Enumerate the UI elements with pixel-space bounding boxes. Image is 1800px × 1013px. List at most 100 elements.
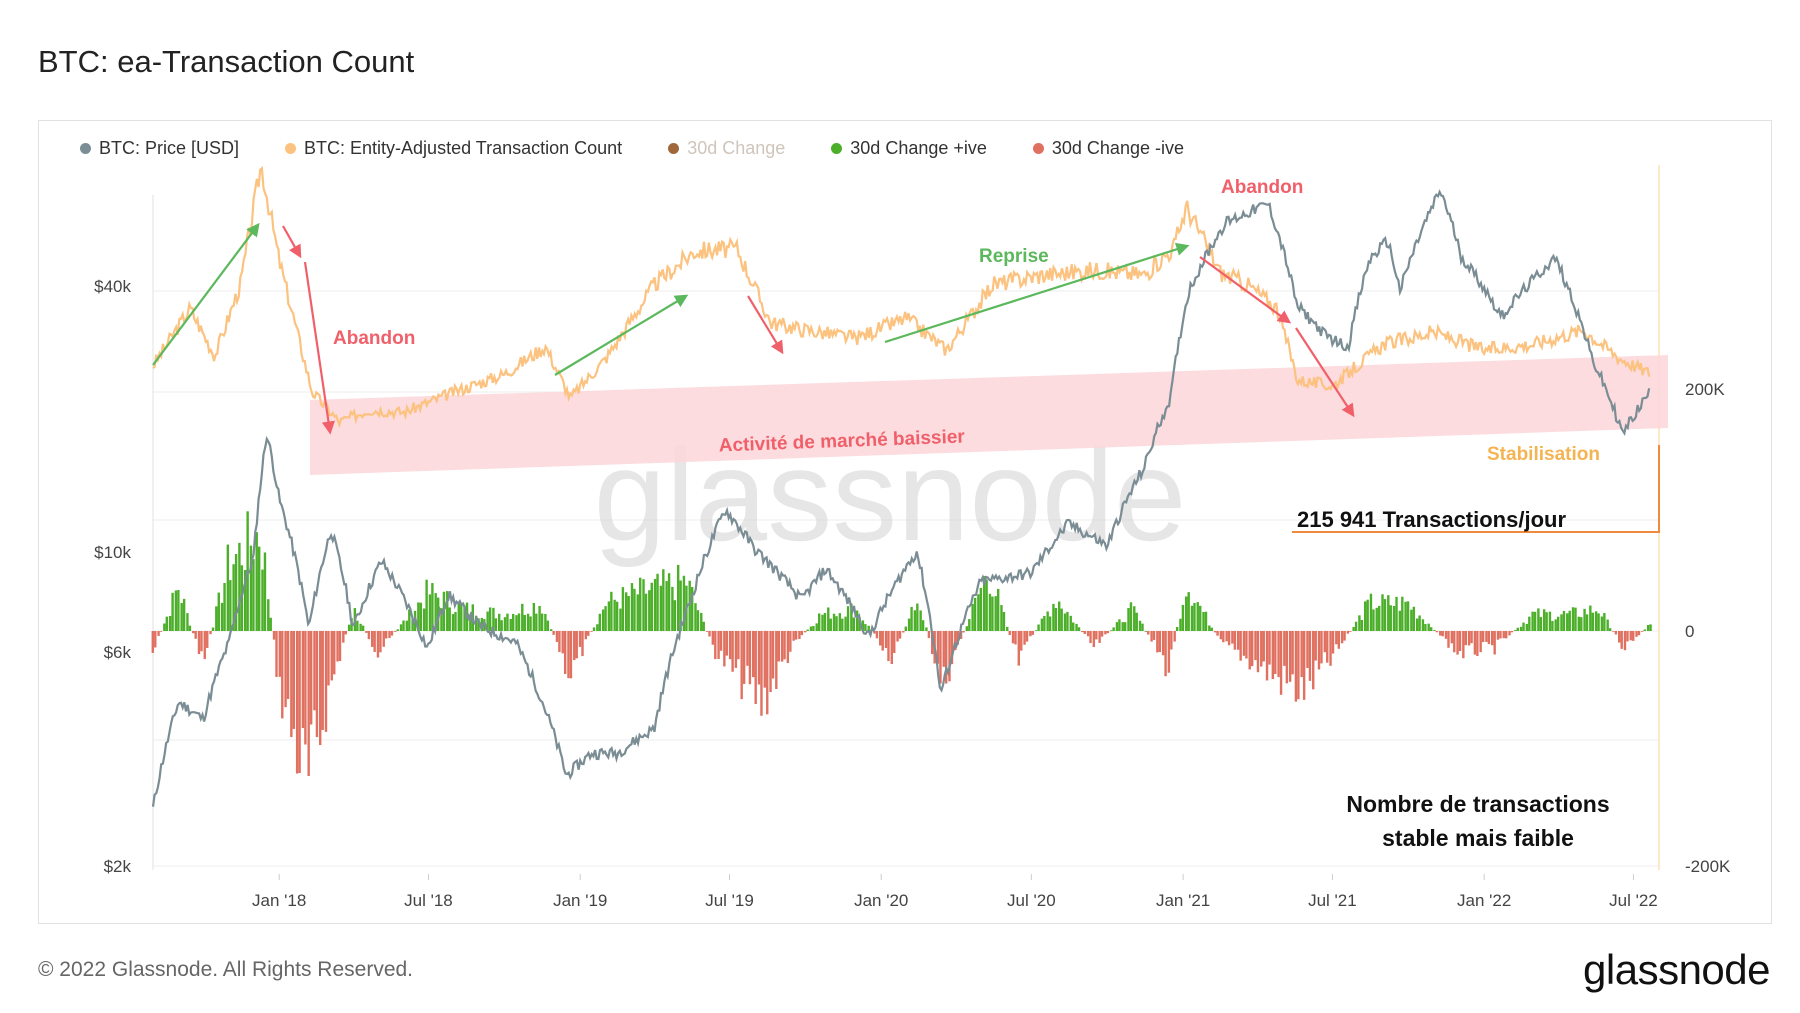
change-bar <box>220 602 224 631</box>
change-bar <box>1104 631 1107 635</box>
legend-item-tx-count[interactable]: BTC: Entity-Adjusted Transaction Count <box>285 138 622 159</box>
change-bar <box>390 631 394 636</box>
x-tick-label: Jul '20 <box>1007 891 1056 910</box>
annotation-stabilisation: Stabilisation <box>1487 444 1600 465</box>
change-bar <box>267 599 270 631</box>
change-bar <box>1181 604 1185 631</box>
change-bar <box>979 587 983 631</box>
change-bar <box>954 631 957 651</box>
change-bar <box>962 631 965 633</box>
change-bar <box>1554 619 1557 631</box>
change-bar <box>592 627 596 631</box>
change-bar <box>1637 631 1641 636</box>
change-bar <box>714 631 717 660</box>
change-bar <box>827 607 830 631</box>
change-bar <box>598 613 602 631</box>
legend-item-30d-change-positive[interactable]: 30d Change +ive <box>831 138 987 159</box>
change-bar <box>904 626 907 631</box>
change-bar <box>604 606 607 631</box>
change-bar <box>948 631 951 682</box>
change-bar <box>890 631 893 665</box>
change-bar <box>1173 631 1176 642</box>
change-bar <box>760 631 763 716</box>
change-bar <box>977 594 980 631</box>
change-bar <box>1406 601 1410 631</box>
change-bar <box>1060 608 1063 631</box>
change-bar <box>809 626 813 631</box>
change-bar <box>263 552 267 631</box>
change-bar <box>1109 630 1113 632</box>
change-bar <box>719 631 723 651</box>
change-bar <box>517 613 521 631</box>
change-bar <box>255 532 258 631</box>
change-bar <box>734 631 738 668</box>
change-bar <box>1297 631 1300 700</box>
change-bar <box>1514 630 1517 631</box>
change-bar <box>696 610 700 631</box>
change-bar <box>1453 631 1456 653</box>
change-bar <box>1000 605 1003 631</box>
change-bar <box>157 631 160 636</box>
change-bar <box>1349 631 1352 632</box>
change-bar <box>662 569 665 631</box>
legend-item-30d-change-negative[interactable]: 30d Change -ive <box>1032 138 1184 159</box>
change-bar <box>742 631 746 684</box>
change-bar <box>1646 625 1650 631</box>
change-bar <box>324 631 328 732</box>
change-bar <box>552 631 555 635</box>
change-bar <box>1375 607 1378 631</box>
change-bar <box>209 631 212 635</box>
change-bar <box>506 613 509 631</box>
change-bar <box>671 586 674 631</box>
change-bar <box>942 631 945 667</box>
change-bar <box>1533 611 1537 631</box>
change-bar <box>625 592 628 631</box>
change-bar <box>1612 631 1615 632</box>
change-bar <box>1470 631 1473 644</box>
change-bar <box>1421 619 1425 631</box>
legend-item-30d-change[interactable]: 30d Change <box>668 138 785 159</box>
change-bar <box>1185 596 1188 631</box>
change-bar <box>336 631 339 662</box>
change-bar <box>1216 631 1219 636</box>
change-bar <box>376 631 380 658</box>
change-bar <box>1011 631 1015 644</box>
change-bar <box>257 546 261 631</box>
change-bar <box>1381 594 1384 631</box>
change-bar <box>1190 605 1194 631</box>
change-bar <box>936 631 940 664</box>
change-bar <box>780 631 784 662</box>
change-bar <box>1635 631 1638 637</box>
change-bar <box>327 631 330 686</box>
change-bar <box>873 631 876 634</box>
change-bar <box>896 631 899 642</box>
change-bar <box>321 631 324 730</box>
change-bar <box>1412 606 1416 631</box>
change-bar <box>630 583 634 631</box>
change-bar <box>1081 631 1084 633</box>
change-bar <box>711 631 715 645</box>
change-bar <box>1435 631 1439 633</box>
change-bar <box>794 631 798 640</box>
change-bar <box>959 631 963 639</box>
legend-dot-30d-change-negative <box>1032 143 1044 154</box>
change-bar <box>402 620 405 631</box>
change-bar <box>549 629 553 631</box>
change-bar <box>1643 629 1646 631</box>
change-bar <box>338 631 342 661</box>
change-bar <box>610 591 613 631</box>
change-bar <box>365 631 368 633</box>
change-bar <box>428 594 432 631</box>
change-bar <box>1135 612 1138 631</box>
change-bar <box>1020 631 1023 651</box>
change-bar <box>1600 616 1604 631</box>
change-bar <box>656 573 659 631</box>
change-bar <box>1083 631 1086 634</box>
legend-item-price[interactable]: BTC: Price [USD] <box>80 138 239 159</box>
change-bar <box>292 631 296 729</box>
change-bar <box>1308 631 1312 681</box>
change-bar <box>1058 601 1061 631</box>
change-bar <box>910 606 913 631</box>
change-bar <box>1265 631 1269 681</box>
